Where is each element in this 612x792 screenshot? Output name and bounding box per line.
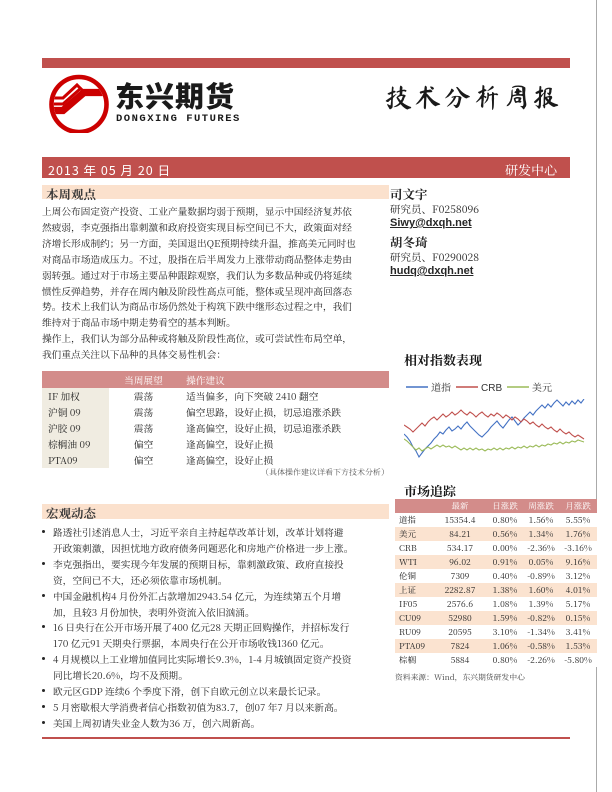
svg-text:美元: 美元 (532, 379, 552, 394)
svg-text:CRB: CRB (481, 383, 502, 394)
svg-text:道指: 道指 (431, 379, 451, 394)
